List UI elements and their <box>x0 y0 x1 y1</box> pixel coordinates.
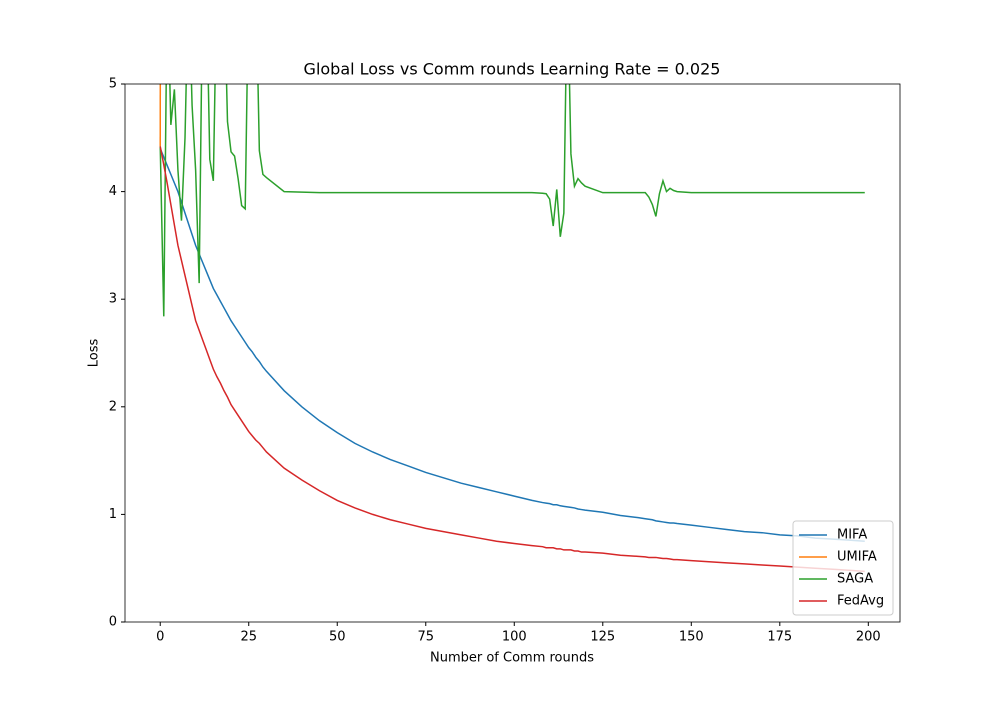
y-tick-label: 2 <box>109 399 117 414</box>
line-series <box>159 148 865 543</box>
chart-title: Global Loss vs Comm rounds Learning Rate… <box>304 60 721 79</box>
line-series <box>159 84 865 317</box>
legend-label: MIFA <box>837 528 867 543</box>
x-tick-label: 75 <box>417 630 434 645</box>
x-tick-label: 125 <box>590 630 615 645</box>
x-tick-label: 150 <box>679 630 704 645</box>
legend-box <box>792 520 894 616</box>
legend: MIFA UMIFA SAGA FedAvg <box>792 520 894 616</box>
line-series <box>159 84 162 147</box>
y-tick-label: 5 <box>109 77 117 92</box>
legend-label: SAGA <box>837 572 873 587</box>
x-tick-label: 175 <box>767 630 792 645</box>
x-tick-label: 100 <box>502 630 527 645</box>
legend-label: UMIFA <box>837 550 877 565</box>
y-tick-label: 3 <box>109 292 117 307</box>
legend-label: FedAvg <box>837 594 884 609</box>
y-axis-label: Loss <box>87 339 102 368</box>
y-tick-label: 1 <box>109 507 117 522</box>
x-tick-label: 50 <box>329 630 346 645</box>
x-tick-label: 25 <box>240 630 257 645</box>
line-series <box>159 146 865 573</box>
x-tick-label: 0 <box>156 630 164 645</box>
x-axis-label: Number of Comm rounds <box>430 651 594 666</box>
y-tick-label: 0 <box>109 615 117 630</box>
y-tick-label: 4 <box>109 184 117 199</box>
plot-frame <box>124 83 901 623</box>
plot-area <box>159 84 865 573</box>
x-tick-label: 200 <box>856 630 881 645</box>
